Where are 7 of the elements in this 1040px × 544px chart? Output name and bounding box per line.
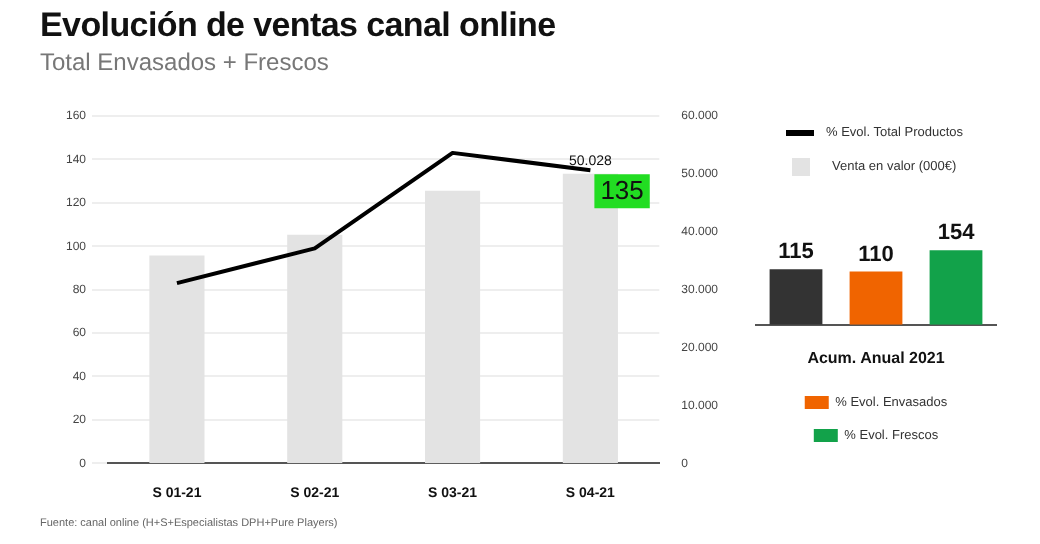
- data-label: 135: [600, 175, 644, 206]
- data-label: 110: [858, 242, 894, 267]
- x-axis-title: Acum. Anual 2021: [807, 348, 946, 367]
- data-label: 115: [778, 240, 814, 265]
- chart-title: Evolución de ventas canal online: [40, 6, 556, 46]
- data-label: 154: [937, 221, 977, 246]
- chart-subtitle: Total Envasados + Frescos: [40, 48, 329, 76]
